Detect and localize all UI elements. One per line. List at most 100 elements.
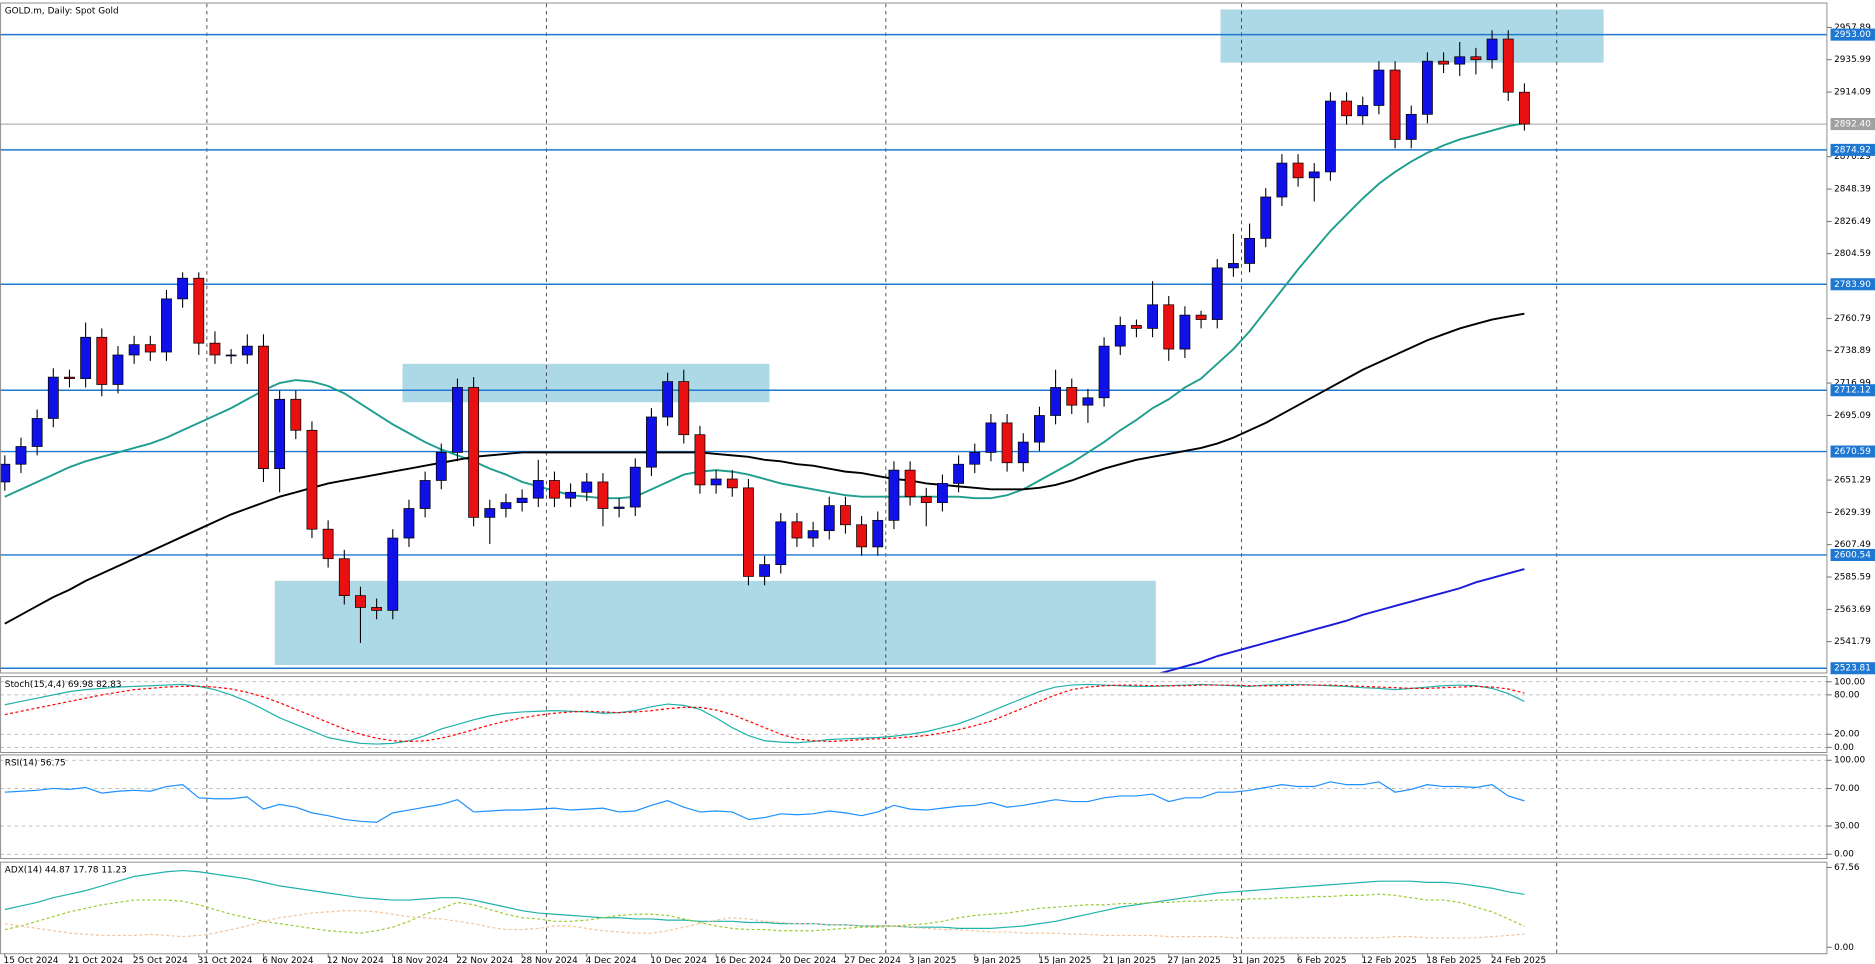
candle-body <box>1486 38 1498 61</box>
level-label: 2783.90 <box>1834 280 1871 290</box>
y-tick-label: 2935.99 <box>1834 55 1871 65</box>
candle-body <box>532 480 544 499</box>
x-tick-label: 20 Dec 2024 <box>780 956 837 964</box>
candle-body <box>452 387 463 453</box>
candle-body <box>96 336 108 385</box>
candle-body <box>549 480 560 499</box>
candle-body <box>1082 397 1094 406</box>
y-tick-label: 100.00 <box>1834 677 1865 687</box>
candle-body <box>112 354 124 385</box>
candle-body <box>694 434 706 486</box>
candle-body <box>1260 196 1272 239</box>
panel <box>0 3 1827 673</box>
level-tag <box>1830 384 1875 397</box>
candle-body <box>64 376 75 379</box>
y-tick-label: 2585.59 <box>1834 573 1871 583</box>
candle-body <box>1034 415 1045 443</box>
candle-body <box>565 491 577 499</box>
y-tick-label: 2607.49 <box>1834 540 1871 550</box>
x-tick-label: 4 Dec 2024 <box>586 956 637 964</box>
y-tick-label: 2914.09 <box>1834 88 1871 98</box>
candle-body <box>80 336 92 379</box>
candle-body <box>306 429 318 530</box>
candle-body <box>969 452 981 465</box>
level-label: 2712.12 <box>1834 386 1871 396</box>
level-tag <box>1830 662 1875 675</box>
y-tick-label: 2870.29 <box>1834 152 1871 162</box>
candle-body <box>47 376 59 419</box>
y-tick-label: 2629.39 <box>1834 508 1871 518</box>
candle-body <box>646 416 657 468</box>
candle-body <box>888 469 900 521</box>
candle-body <box>1357 105 1369 117</box>
candle-body <box>1341 100 1352 117</box>
panel <box>0 677 1827 752</box>
panel <box>0 755 1827 858</box>
level-tag <box>1830 445 1875 458</box>
zone <box>402 363 770 403</box>
candle-body <box>1017 441 1029 464</box>
candle-body <box>1470 56 1482 61</box>
level-label: 2874.92 <box>1834 145 1871 155</box>
candle-body <box>872 519 884 548</box>
x-tick-label: 21 Oct 2024 <box>68 956 123 964</box>
x-tick-label: 22 Nov 2024 <box>456 956 513 964</box>
y-tick-label: 67.56 <box>1834 863 1860 873</box>
candle-body <box>1066 387 1078 406</box>
candle-body <box>1454 56 1466 65</box>
y-tick-label: 2541.79 <box>1834 637 1871 647</box>
x-tick-label: 9 Jan 2025 <box>974 956 1022 964</box>
candle-body <box>629 466 641 508</box>
candle-body <box>678 381 690 436</box>
candle-body <box>403 508 415 539</box>
y-tick-label: 0.00 <box>1834 743 1854 753</box>
indicator-line <box>4 684 1525 743</box>
x-tick-label: 16 Dec 2024 <box>715 956 772 964</box>
y-tick-label: 2848.39 <box>1834 185 1871 195</box>
candle-body <box>581 481 593 493</box>
candle-body <box>937 483 948 503</box>
candle-body <box>1518 91 1530 125</box>
y-tick-label: 20.00 <box>1834 730 1860 740</box>
y-tick-label: 100.00 <box>1834 756 1865 766</box>
candle-body <box>1389 69 1401 140</box>
y-tick-label: 80.00 <box>1834 690 1860 700</box>
candle-body <box>1114 325 1126 347</box>
candle-body <box>775 521 787 565</box>
candle-body <box>128 344 140 356</box>
y-tick-label: 2651.29 <box>1834 476 1871 486</box>
candle-body <box>1292 162 1304 179</box>
candle-body <box>985 422 997 453</box>
x-tick-label: 27 Jan 2025 <box>1168 956 1221 964</box>
candle-body <box>662 381 674 418</box>
candle-body <box>322 528 334 560</box>
candle-body <box>1405 113 1417 140</box>
candle-body <box>387 537 399 611</box>
candle-body <box>1228 263 1239 269</box>
candle-body <box>516 497 528 503</box>
candle-body <box>177 277 189 300</box>
indicator-line <box>4 910 1525 939</box>
candle-body <box>274 398 286 470</box>
candle-body <box>1179 314 1191 350</box>
x-tick-label: 21 Jan 2025 <box>1103 956 1156 964</box>
candle-body <box>1001 422 1013 464</box>
level-label: 2600.54 <box>1834 550 1871 560</box>
indicator-line <box>4 893 1525 934</box>
level-label: 2953.00 <box>1834 30 1871 40</box>
panel-border <box>0 754 1828 860</box>
candle-body <box>0 463 11 483</box>
candle-body <box>468 387 480 518</box>
level-tag <box>1830 278 1875 291</box>
price-label: 2892.40 <box>1834 120 1871 130</box>
y-tick-label: 2760.79 <box>1834 314 1871 324</box>
candle-body <box>435 452 447 481</box>
y-tick-label: 2716.99 <box>1834 379 1871 389</box>
candle-body <box>1195 314 1207 320</box>
candle-body <box>1098 345 1110 399</box>
indicator-line <box>4 869 1525 929</box>
x-tick-label: 25 Oct 2024 <box>133 956 188 964</box>
candle-body <box>31 418 43 447</box>
indicator-line <box>4 312 1525 625</box>
